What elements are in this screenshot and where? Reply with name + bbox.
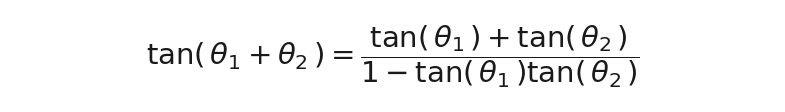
Text: $\tan\!\left(\,\theta_1 + \theta_2\,\right) = \dfrac{\tan\!\left(\,\theta_1\,\ri: $\tan\!\left(\,\theta_1 + \theta_2\,\rig… xyxy=(145,23,640,89)
